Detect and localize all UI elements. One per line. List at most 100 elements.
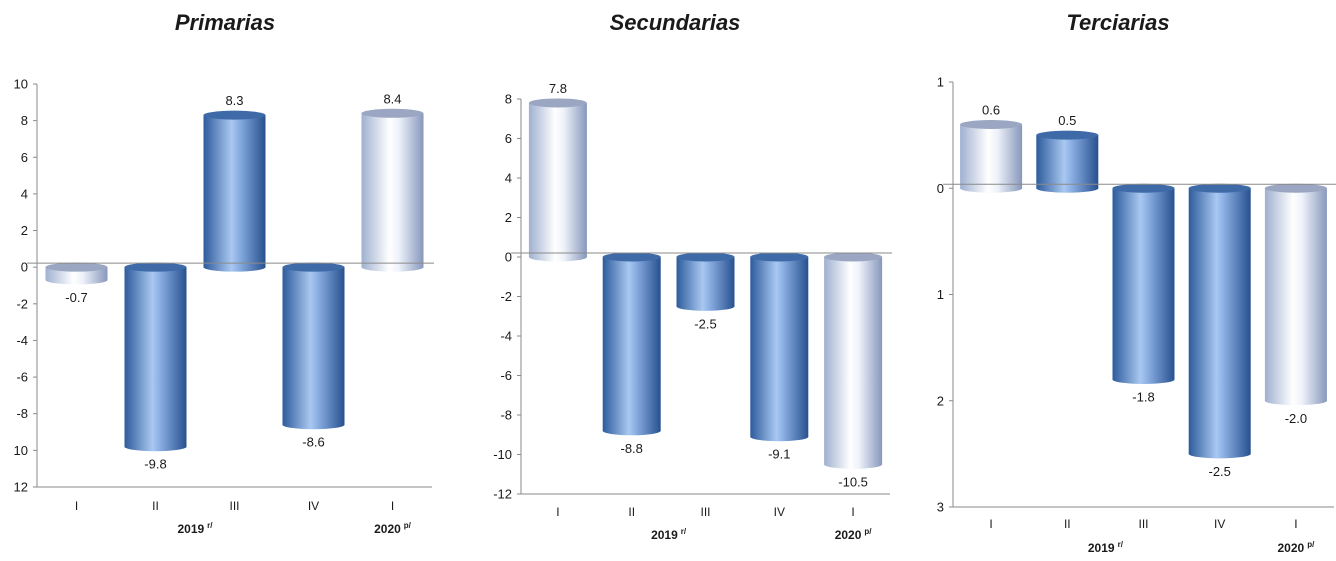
chart-secundarias: 8 6 4 2 0 -2 -4 -6 -8 -10 -12 7.8 I -8.8 II -2.5 III -9.1… — [493, 81, 892, 542]
bar-cap — [750, 252, 809, 262]
y-tick-label: -4 — [500, 329, 512, 344]
y-tick-label: 6 — [505, 131, 512, 146]
bar-cap — [282, 262, 345, 272]
x-tick-label: III — [1138, 517, 1148, 531]
y-tick-label: -8 — [16, 406, 28, 421]
data-label: -9.8 — [144, 457, 166, 472]
y-tick-label: 1 — [937, 75, 944, 90]
bar-base — [824, 459, 883, 469]
y-tick-label: -8 — [500, 408, 512, 423]
bar-cap — [1188, 183, 1251, 193]
y-tick-label: -4 — [16, 333, 28, 348]
y-tick-label: 2 — [505, 210, 512, 225]
y-tick-label: -6 — [500, 368, 512, 383]
y-tick-label: 10 — [14, 77, 28, 92]
y-tick-label: 3 — [937, 500, 944, 515]
year-group-label: 2019 r/ — [1088, 540, 1124, 555]
y-tick-label: 6 — [21, 150, 28, 165]
bar-base — [203, 262, 266, 272]
x-tick-label: I — [1294, 517, 1297, 531]
y-tick-label: 0 — [21, 260, 28, 275]
bar — [602, 252, 661, 436]
bar-body — [1112, 188, 1175, 380]
data-label: -2.0 — [1285, 411, 1307, 426]
bar-base — [282, 420, 345, 430]
x-tick-label: II — [628, 505, 635, 519]
data-label: 8.4 — [383, 91, 401, 106]
y-tick-label: 12 — [14, 480, 28, 495]
x-tick-label: III — [229, 499, 239, 513]
bar — [528, 98, 587, 262]
bar-base — [750, 432, 809, 442]
x-tick-label: I — [851, 505, 854, 519]
bar — [750, 252, 809, 442]
chart-panel-terciarias: Terciarias 1 0 1 2 3 0.6 I 0.5 II -1.8 III -2.5 IV -2… — [900, 0, 1336, 561]
bar-cap — [45, 262, 108, 272]
chart-title-primarias: Primarias — [174, 10, 276, 35]
chart-panel-primarias: Primarias 10 8 6 4 2 0 -2 -4 -6 -8 10 12 -0.7 I -9.8 II… — [0, 0, 450, 561]
bar-base — [1264, 396, 1327, 406]
y-tick-label: 0 — [505, 250, 512, 265]
bar-base — [124, 442, 187, 452]
y-tick-label: 8 — [505, 92, 512, 107]
chart-panel-secundarias: Secundarias 8 6 4 2 0 -2 -4 -6 -8 -10 -12 7.8 I -8.8 I… — [450, 0, 900, 561]
bar-body — [528, 102, 587, 257]
bar — [1036, 130, 1099, 193]
bar-cap — [528, 98, 587, 108]
year-group-label: 2019 r/ — [177, 521, 213, 536]
y-tick-label: 0 — [937, 181, 944, 196]
bar — [45, 262, 108, 285]
x-tick-label: II — [152, 499, 159, 513]
bar — [361, 108, 424, 272]
bar — [1112, 183, 1175, 384]
data-label: 0.6 — [982, 103, 1000, 118]
bar-body — [282, 267, 345, 425]
bar-cap — [960, 120, 1023, 129]
bar-cap — [824, 252, 883, 262]
bar-body — [676, 257, 735, 307]
chart-title-secundarias: Secundarias — [609, 10, 741, 35]
data-label: 7.8 — [549, 81, 567, 96]
bar — [1264, 183, 1327, 406]
y-tick-label: 4 — [21, 186, 28, 201]
bar-cap — [1112, 183, 1175, 193]
y-tick-label: -2 — [500, 289, 512, 304]
chart-terciarias: 1 0 1 2 3 0.6 I 0.5 II -1.8 III -2.5 IV -2.0 I 2019 r/20… — [937, 75, 1336, 555]
year-group-label: 2019 r/ — [651, 527, 687, 542]
bar-body — [602, 257, 661, 431]
bar-base — [45, 275, 108, 285]
year-group-label: 2020 p/ — [835, 527, 873, 542]
chart-primarias: 10 8 6 4 2 0 -2 -4 -6 -8 10 12 -0.7 I -9.8 II 8.3 III -8.6… — [14, 77, 434, 536]
y-tick-label: 2 — [937, 393, 944, 408]
y-tick-label: 8 — [21, 113, 28, 128]
bar-base — [676, 301, 735, 311]
x-tick-label: I — [75, 499, 78, 513]
y-tick-label: 4 — [505, 171, 512, 186]
y-tick-label: 1 — [937, 287, 944, 302]
bar-body — [1036, 135, 1099, 189]
bar — [824, 252, 883, 469]
bar-base — [1036, 183, 1099, 193]
y-tick-label: -6 — [16, 370, 28, 385]
x-tick-label: I — [391, 499, 394, 513]
y-tick-label: -2 — [16, 296, 28, 311]
data-label: -2.5 — [694, 316, 716, 331]
y-tick-label: -10 — [493, 447, 512, 462]
x-tick-label: I — [556, 505, 559, 519]
bar-body — [824, 257, 883, 465]
data-label: -8.8 — [620, 441, 642, 456]
data-label: -9.1 — [768, 447, 790, 462]
bar-body — [960, 124, 1023, 189]
bar-cap — [676, 252, 735, 262]
data-label: 0.5 — [1058, 113, 1076, 128]
year-group-label: 2020 p/ — [1277, 540, 1315, 555]
bar-cap — [1036, 130, 1099, 140]
bar-body — [124, 267, 187, 447]
bar-cap — [602, 252, 661, 262]
data-label: -10.5 — [838, 474, 868, 489]
data-label: 8.3 — [225, 93, 243, 108]
x-tick-label: IV — [774, 505, 785, 519]
bar — [676, 252, 735, 311]
bar-base — [602, 426, 661, 436]
bar — [203, 110, 266, 272]
